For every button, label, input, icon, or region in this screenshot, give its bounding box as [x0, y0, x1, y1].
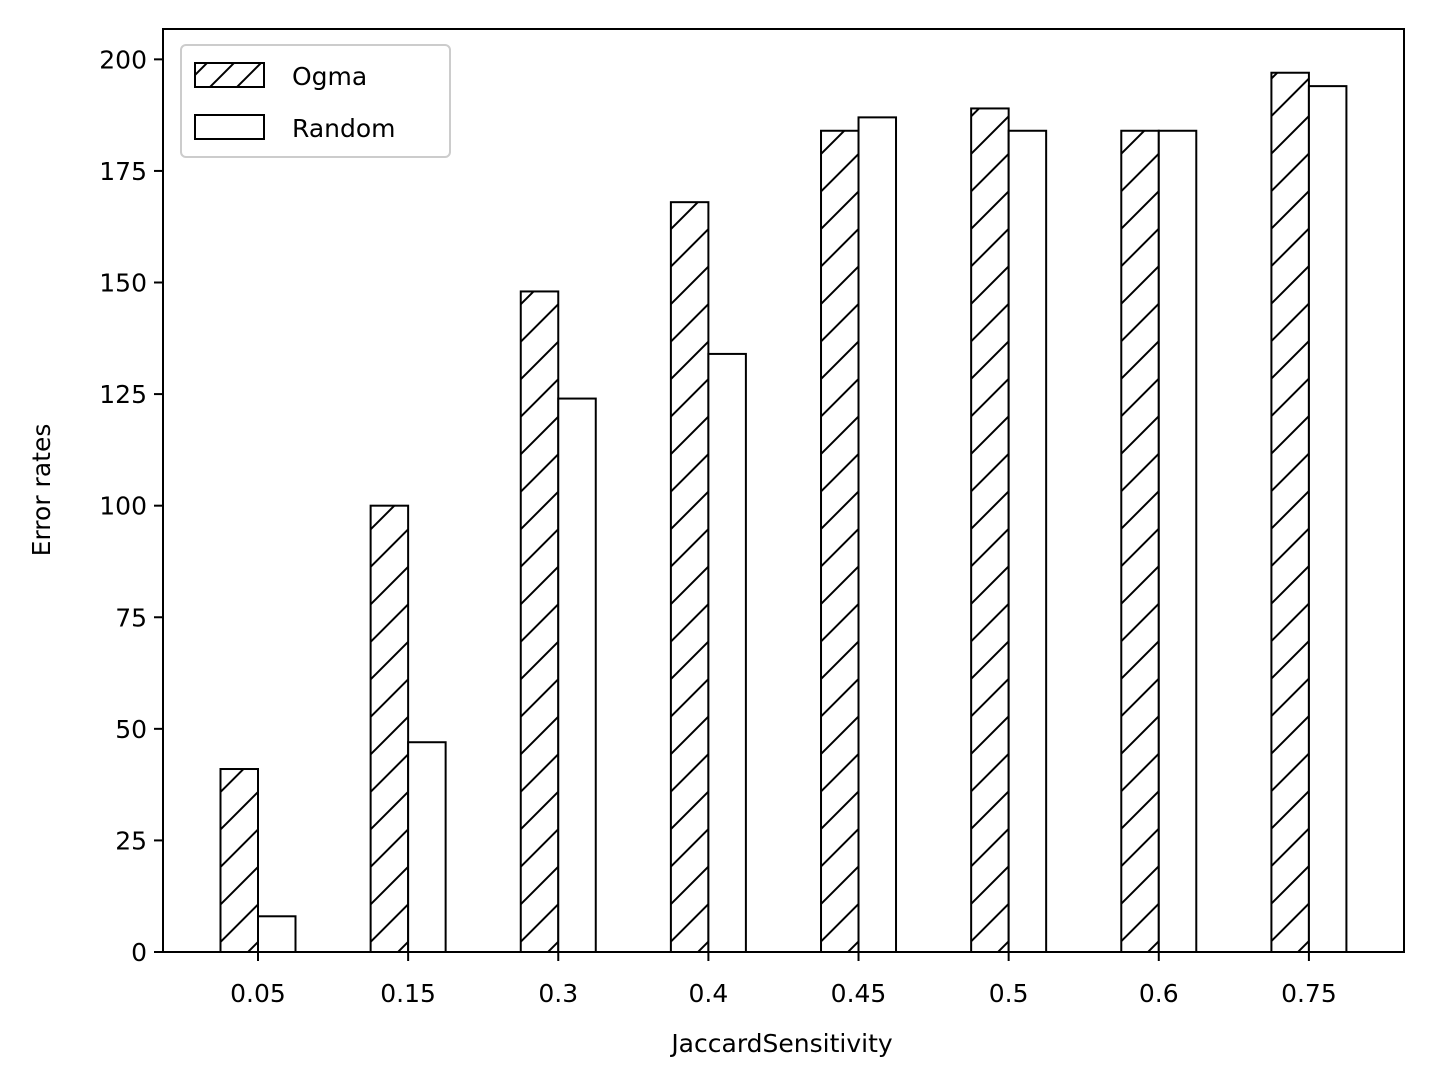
- y-axis-label: Error rates: [27, 424, 56, 557]
- bar-ogma-0.75: [1270, 71, 1310, 954]
- y-tick-label: 200: [99, 45, 147, 74]
- bar-ogma-0.5: [970, 107, 1010, 953]
- y-tick-label: 25: [115, 826, 147, 855]
- x-tick-label: 0.45: [831, 979, 887, 1008]
- bars-group: [219, 71, 1348, 954]
- bar-random-0.75: [1307, 85, 1348, 953]
- bar-random-0.5: [1007, 129, 1048, 953]
- bar-random-0.3: [557, 397, 597, 953]
- bar-random-0.15: [407, 741, 447, 953]
- bar-ogma-0.4: [669, 201, 710, 954]
- x-tick-label: 0.3: [538, 979, 578, 1008]
- axes-frame: [162, 28, 1405, 953]
- y-tick-label: 150: [99, 269, 147, 298]
- y-tick-label: 0: [131, 938, 147, 967]
- bar-random-0.05: [257, 915, 297, 953]
- x-tick-label: 0.15: [380, 979, 436, 1008]
- legend-label-random: Random: [292, 114, 396, 143]
- x-tick-label: 0.05: [230, 979, 286, 1008]
- x-axis: 0.05 0.15 0.3 0.4 0.45 0.5 0.6 0.75: [230, 952, 1337, 1008]
- x-tick-label: 0.4: [689, 979, 729, 1008]
- bar-ogma-0.05: [219, 768, 259, 954]
- bar-random-0.45: [857, 116, 898, 954]
- bar-random-0.6: [1157, 129, 1198, 953]
- bar-ogma-0.6: [1120, 129, 1160, 953]
- y-tick-label: 125: [99, 380, 147, 409]
- bar-ogma-0.45: [820, 129, 860, 953]
- x-tick-label: 0.75: [1281, 979, 1337, 1008]
- bar-ogma-0.3: [519, 290, 560, 953]
- legend-swatch-random: [194, 114, 265, 140]
- legend-label-ogma: Ogma: [292, 62, 367, 91]
- x-axis-label: JaccardSensitivity: [669, 1029, 893, 1058]
- x-tick-label: 0.5: [989, 979, 1029, 1008]
- y-axis: 0 25 50 75 100 125 150 175 200: [99, 45, 163, 967]
- y-tick-label: 100: [99, 492, 147, 521]
- y-tick-label: 50: [115, 715, 147, 744]
- y-tick-label: 75: [115, 603, 147, 632]
- bar-ogma-0.15: [369, 504, 410, 953]
- x-tick-label: 0.6: [1139, 979, 1179, 1008]
- legend-swatch-ogma: [194, 62, 265, 88]
- y-tick-label: 175: [99, 157, 147, 186]
- legend: Ogma Random: [180, 44, 451, 158]
- bar-random-0.4: [707, 352, 747, 954]
